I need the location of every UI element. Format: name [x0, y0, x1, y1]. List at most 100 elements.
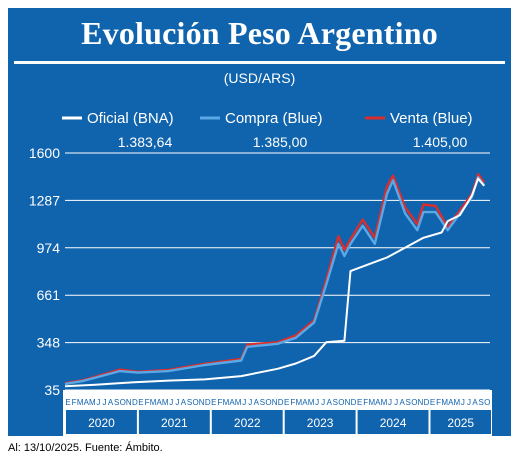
x-month-label: N	[199, 398, 205, 407]
y-tick-label: 974	[37, 240, 61, 256]
footer-note: Al: 13/10/2025. Fuente: Ámbito.	[8, 442, 163, 454]
x-month-label: M	[162, 398, 169, 407]
x-month-label: M	[223, 398, 230, 407]
x-month-label: E	[211, 398, 216, 407]
series-line-oficial	[64, 177, 485, 388]
y-tick-label: 1600	[29, 145, 60, 161]
x-month-label: A	[472, 398, 478, 407]
x-month-label: D	[205, 398, 211, 407]
series-lines	[64, 172, 486, 388]
x-month-label: J	[169, 398, 173, 407]
x-month-label: S	[187, 398, 192, 407]
x-month-label: S	[478, 398, 483, 407]
year-cell	[430, 410, 491, 434]
x-month-label: F	[290, 398, 295, 407]
x-month-label: J	[102, 398, 106, 407]
x-month-label: M	[77, 398, 84, 407]
y-tick-label: 35	[44, 382, 60, 398]
x-month-label: D	[424, 398, 430, 407]
x-month-label: F	[436, 398, 441, 407]
value-label-venta: 1.405,00	[413, 134, 468, 150]
x-month-label: S	[406, 398, 411, 407]
x-month-label: A	[327, 398, 333, 407]
x-month-label: J	[315, 398, 319, 407]
x-month-label: M	[441, 398, 448, 407]
x-month-label: N	[272, 398, 278, 407]
x-month-label: J	[242, 398, 246, 407]
year-label: 2023	[307, 416, 334, 430]
year-cell	[138, 410, 210, 434]
x-month-label: J	[248, 398, 252, 407]
x-month-label: A	[302, 398, 308, 407]
x-month-label: A	[84, 398, 90, 407]
x-month-label: A	[254, 398, 260, 407]
year-label: 2024	[380, 416, 407, 430]
x-month-label: F	[363, 398, 368, 407]
x-month-label: M	[150, 398, 157, 407]
x-month-label: N	[417, 398, 423, 407]
x-month-label: E	[430, 398, 435, 407]
y-axis: 35 348 661 974 1287 1600	[29, 145, 60, 398]
x-month-label: F	[145, 398, 150, 407]
value-label-compra: 1.385,00	[253, 134, 308, 150]
x-month-label: D	[132, 398, 138, 407]
x-month-label: A	[375, 398, 381, 407]
y-tick-label: 348	[37, 335, 61, 351]
x-month-label: A	[448, 398, 454, 407]
year-cell	[357, 410, 429, 434]
legend: Oficial (BNA) Compra (Blue) Venta (Blue)	[62, 110, 473, 127]
gridlines	[65, 152, 490, 391]
x-month-label: J	[96, 398, 100, 407]
year-cell	[211, 410, 283, 434]
title-bar: Evolución Peso Argentino	[8, 8, 511, 58]
x-month-label: O	[265, 398, 271, 407]
legend-label-oficial: Oficial (BNA)	[87, 110, 174, 127]
chart-subtitle: (USD/ARS)	[223, 70, 296, 86]
x-month-label: M	[89, 398, 96, 407]
x-month-label: A	[156, 398, 162, 407]
y-tick-label: 1287	[29, 192, 60, 208]
x-month-label: O	[484, 398, 490, 407]
x-month-label: N	[345, 398, 351, 407]
x-month-label: O	[192, 398, 198, 407]
x-month-label: F	[217, 398, 222, 407]
x-month-label: E	[138, 398, 143, 407]
x-month-label: M	[308, 398, 315, 407]
x-month-label: O	[338, 398, 344, 407]
x-month-label: S	[114, 398, 119, 407]
year-label: 2021	[161, 416, 188, 430]
title-divider	[14, 61, 505, 64]
x-month-label: M	[453, 398, 460, 407]
x-month-label: M	[381, 398, 388, 407]
x-month-label: J	[175, 398, 179, 407]
x-month-label: S	[333, 398, 338, 407]
x-month-label: A	[399, 398, 405, 407]
value-labels: 1.383,64 1.385,00 1.405,00	[118, 134, 468, 150]
x-month-label: M	[296, 398, 303, 407]
x-month-label: M	[368, 398, 375, 407]
year-label: 2025	[447, 416, 474, 430]
x-month-label: E	[65, 398, 70, 407]
x-month-label: S	[260, 398, 265, 407]
x-month-label: E	[284, 398, 289, 407]
x-month-label: M	[235, 398, 242, 407]
series-line-compra	[64, 175, 486, 386]
x-month-label: D	[278, 398, 284, 407]
x-month-label: J	[467, 398, 471, 407]
x-month-label: F	[72, 398, 77, 407]
x-month-label: J	[461, 398, 465, 407]
plot-area	[65, 153, 490, 390]
y-tick-label: 661	[37, 287, 61, 303]
legend-label-venta: Venta (Blue)	[390, 110, 473, 127]
year-cell	[284, 410, 356, 434]
x-month-label: E	[357, 398, 362, 407]
x-month-label: O	[411, 398, 417, 407]
value-label-oficial: 1.383,64	[118, 134, 173, 150]
footer-text: Al: 13/10/2025. Fuente: Ámbito.	[8, 442, 163, 454]
year-label: 2020	[88, 416, 115, 430]
x-month-label: J	[388, 398, 392, 407]
legend-label-compra: Compra (Blue)	[225, 110, 323, 127]
x-month-label: D	[351, 398, 357, 407]
